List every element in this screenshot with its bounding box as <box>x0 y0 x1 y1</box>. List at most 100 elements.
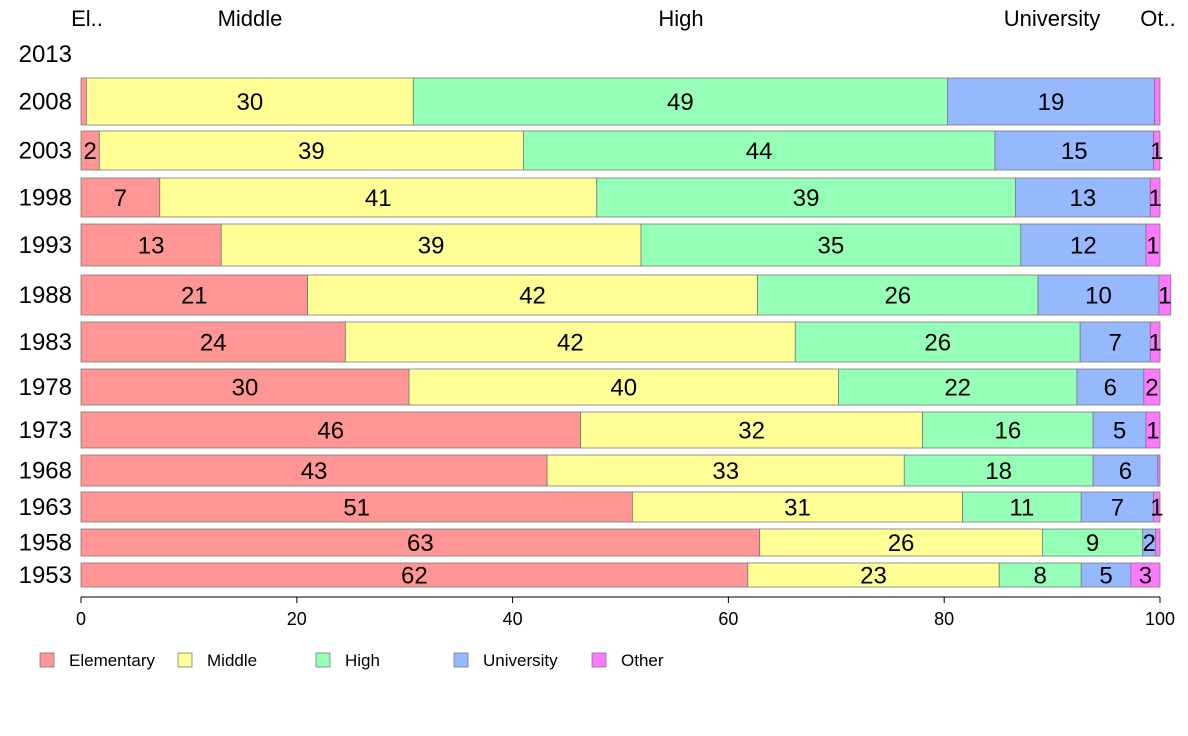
bar-1953-elementary <box>80 562 749 588</box>
bar-1993-university <box>1020 223 1147 267</box>
top-label-2: High <box>658 6 703 31</box>
year-label-2008: 2008 <box>19 89 72 116</box>
data-label-1983-elementary: 24 <box>200 330 227 357</box>
bar-1978-other <box>1143 368 1161 406</box>
x-tick-label-40: 40 <box>503 609 523 629</box>
year-label-1993: 1993 <box>19 232 72 259</box>
bar-1963-university <box>1080 491 1154 523</box>
bar-2008-elementary <box>80 77 87 126</box>
bar-1988-high <box>757 274 1039 316</box>
bar-1958-high <box>1041 528 1144 557</box>
x-tick-label-80: 80 <box>934 609 954 629</box>
data-label-1953-elementary: 62 <box>401 563 428 590</box>
bar-1993-elementary <box>80 223 222 267</box>
bar-1993-other <box>1145 223 1161 267</box>
bar-1958-other <box>1155 528 1161 557</box>
bar-1993-middle <box>220 223 642 267</box>
x-tick-label-100: 100 <box>1145 609 1175 629</box>
data-label-1983-other: 1 <box>1148 330 1161 357</box>
data-label-1953-university: 5 <box>1099 563 1112 590</box>
bar-1973-middle <box>580 411 924 449</box>
data-label-1958-high: 9 <box>1086 530 1099 557</box>
bar-1973-high <box>922 411 1094 449</box>
legend-label-other: Other <box>621 651 664 670</box>
top-label-1: Middle <box>218 6 283 31</box>
bar-1978-middle <box>408 368 839 406</box>
data-label-1998-elementary: 7 <box>114 185 127 212</box>
legend-label-elementary: Elementary <box>69 651 155 670</box>
data-label-1993-high: 35 <box>818 233 845 260</box>
data-label-1973-university: 5 <box>1113 418 1126 445</box>
bar-1953-university <box>1080 562 1132 588</box>
year-label-1953: 1953 <box>19 562 72 589</box>
data-label-2008-university: 19 <box>1038 89 1065 116</box>
data-label-1988-middle: 42 <box>519 283 546 310</box>
bar-1973-university <box>1092 411 1147 449</box>
data-label-1993-university: 12 <box>1070 233 1097 260</box>
x-tick-label-20: 20 <box>287 609 307 629</box>
bars: 30 49 192 39 44 15 17 41 39 13 113 39 35 12 121 42 26 10 1… <box>80 77 1172 590</box>
bar-1998-elementary <box>80 177 161 218</box>
data-label-2008-high: 49 <box>667 89 694 116</box>
year-label-1963: 1963 <box>19 494 72 521</box>
top-category-labels: El.. Middle High University Ot.. <box>71 6 1176 31</box>
data-label-1998-high: 39 <box>793 185 820 212</box>
bar-1978-university <box>1076 368 1145 406</box>
data-label-1983-university: 7 <box>1109 330 1122 357</box>
data-label-1953-middle: 23 <box>860 563 887 590</box>
bar-1998-middle <box>159 177 598 218</box>
data-label-1988-high: 26 <box>884 283 911 310</box>
bar-1978-high <box>838 368 1078 406</box>
bar-1983-other <box>1149 321 1161 363</box>
data-label-1978-middle: 40 <box>610 375 637 402</box>
data-label-1958-elementary: 63 <box>407 530 434 557</box>
bar-2003-university <box>994 130 1154 171</box>
bar-2008-university <box>947 77 1156 126</box>
data-label-1963-high: 11 <box>1009 495 1034 522</box>
year-axis-labels: 2013 2008 2003 1998 1993 1988 1983 1978 1973 1968… <box>19 41 72 589</box>
data-label-1998-other: 1 <box>1148 185 1161 212</box>
legend-label-high: High <box>345 651 380 670</box>
data-label-1953-high: 8 <box>1034 563 1047 590</box>
bar-1968-high <box>903 454 1094 487</box>
legend-swatch-middle <box>177 652 193 668</box>
data-label-1988-other: 1 <box>1158 283 1171 310</box>
data-label-1963-other: 1 <box>1150 495 1163 522</box>
data-label-1973-high: 16 <box>995 418 1022 445</box>
bar-2008-other <box>1154 77 1161 126</box>
bar-2008-high <box>412 77 948 126</box>
data-label-1973-other: 1 <box>1146 418 1159 445</box>
data-label-1978-university: 6 <box>1104 375 1117 402</box>
bar-2008-middle <box>85 77 414 126</box>
bar-1963-high <box>962 491 1082 523</box>
bar-1963-elementary <box>80 491 633 523</box>
bar-1988-elementary <box>80 274 308 316</box>
data-label-1968-elementary: 43 <box>301 458 328 485</box>
data-label-1993-elementary: 13 <box>138 233 165 260</box>
x-tick-label-60: 60 <box>718 609 738 629</box>
data-label-1978-elementary: 30 <box>232 375 259 402</box>
data-label-1958-university: 2 <box>1143 530 1156 557</box>
data-label-1983-high: 26 <box>924 330 951 357</box>
data-label-1993-middle: 39 <box>418 233 445 260</box>
bar-1953-middle <box>747 562 1000 588</box>
data-label-1968-high: 18 <box>985 458 1012 485</box>
data-label-2003-university: 15 <box>1061 138 1088 165</box>
data-label-1963-university: 7 <box>1111 495 1124 522</box>
bar-1968-elementary <box>80 454 548 487</box>
year-label-1958: 1958 <box>19 530 72 557</box>
top-label-4: Ot.. <box>1140 6 1175 31</box>
data-label-1973-elementary: 46 <box>317 418 344 445</box>
data-label-2003-other: 1 <box>1150 138 1163 165</box>
top-label-0: El.. <box>71 6 103 31</box>
bar-1963-other <box>1153 491 1161 523</box>
bar-1998-other <box>1149 177 1161 218</box>
year-label-2003: 2003 <box>19 138 72 165</box>
legend-label-university: University <box>483 651 558 670</box>
x-axis: 0 20 40 60 80 100 <box>76 596 1175 629</box>
bar-1963-middle <box>631 491 963 523</box>
data-label-1983-middle: 42 <box>557 330 584 357</box>
bar-1973-elementary <box>80 411 581 449</box>
data-label-1998-middle: 41 <box>365 185 392 212</box>
data-label-1963-middle: 31 <box>784 495 811 522</box>
